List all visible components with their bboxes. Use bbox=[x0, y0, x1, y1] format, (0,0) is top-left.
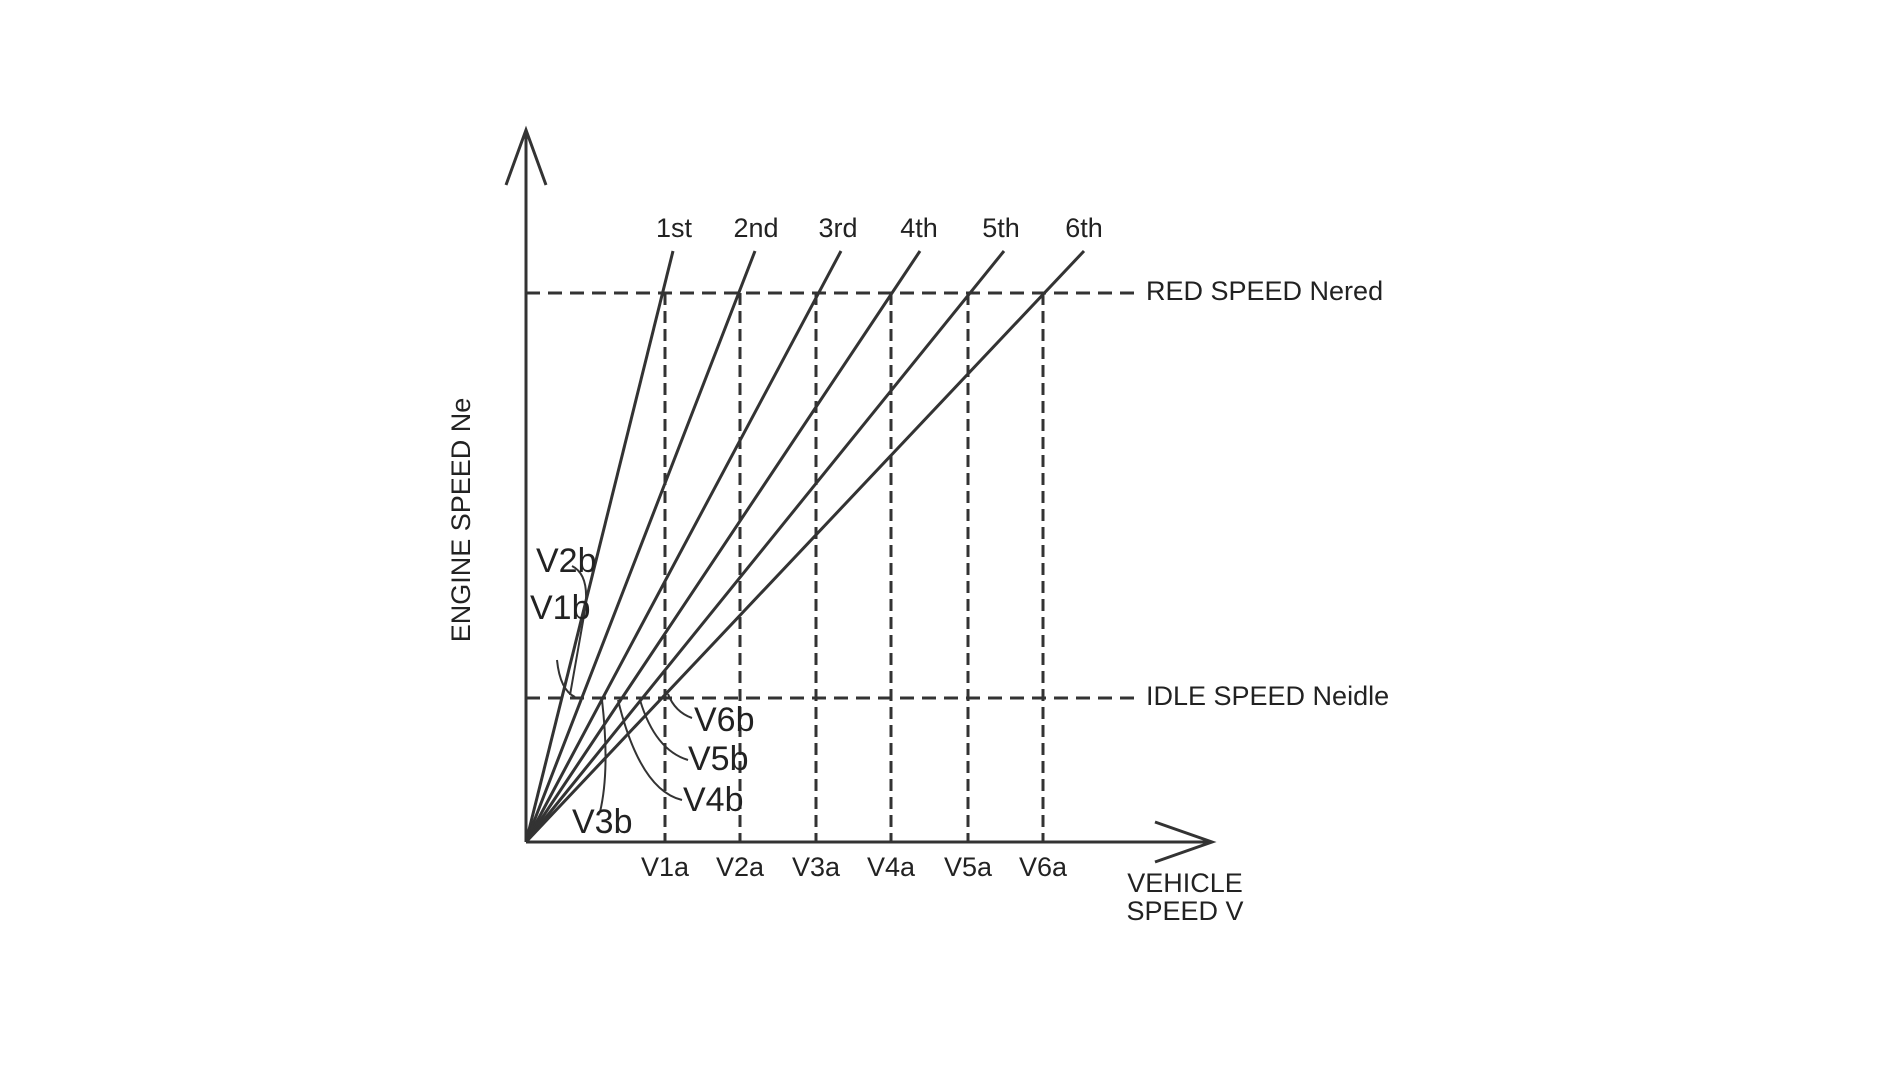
x-axis-label: VEHICLE bbox=[1127, 868, 1243, 898]
x-point-label: V5a bbox=[944, 852, 993, 882]
gear-label: 6th bbox=[1065, 213, 1103, 243]
intersection-label: V6b bbox=[694, 701, 755, 739]
x-point-label: V6a bbox=[1019, 852, 1068, 882]
y-axis-label: ENGINE SPEED Ne bbox=[446, 398, 476, 643]
gear-line bbox=[526, 251, 1004, 842]
gear-label: 5th bbox=[982, 213, 1020, 243]
x-point-label: V4a bbox=[867, 852, 916, 882]
idle-speed-label: IDLE SPEED Neidle bbox=[1146, 681, 1389, 711]
intersection-label: V2b bbox=[536, 542, 597, 580]
intersection-label: V5b bbox=[688, 740, 749, 778]
intersection-label: V1b bbox=[530, 589, 591, 627]
leader-line bbox=[600, 700, 606, 812]
gear-label: 4th bbox=[900, 213, 938, 243]
gear-line bbox=[526, 251, 1084, 842]
diagram: RED SPEED Nered IDLE SPEED Neidle ENGINE… bbox=[0, 0, 1900, 1069]
x-point-label: V3a bbox=[792, 852, 841, 882]
intersection-label: V4b bbox=[683, 781, 744, 819]
gear-label: 3rd bbox=[818, 213, 857, 243]
x-point-label: V2a bbox=[716, 852, 765, 882]
x-point-label: V1a bbox=[641, 852, 690, 882]
gear-label: 1st bbox=[656, 213, 693, 243]
page: {"axes": {"y_label": "ENGINE SPEED Ne", … bbox=[0, 0, 1900, 1069]
gear-label: 2nd bbox=[733, 213, 778, 243]
intersection-label: V3b bbox=[572, 803, 633, 841]
x-axis-label: SPEED V bbox=[1126, 896, 1243, 926]
red-speed-label: RED SPEED Nered bbox=[1146, 276, 1383, 306]
